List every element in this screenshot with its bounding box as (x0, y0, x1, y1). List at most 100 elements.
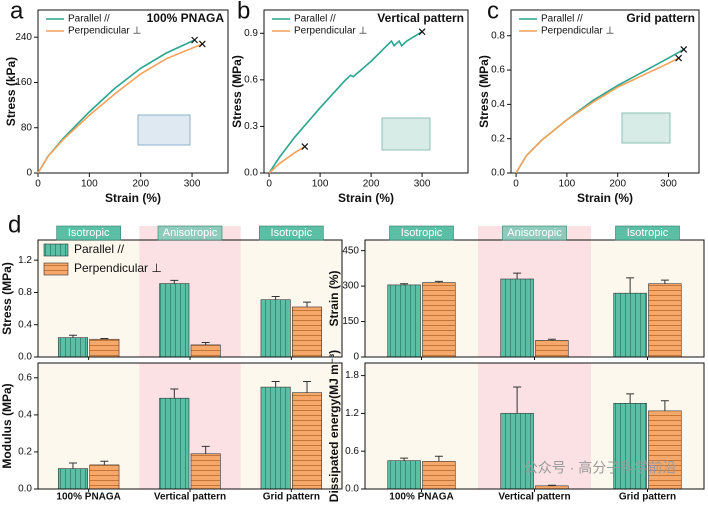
bar (500, 413, 534, 490)
y-tick-label: 0.0 (244, 168, 258, 179)
error-bar (303, 301, 312, 307)
error-bar (170, 388, 179, 399)
x-tick-label: 100 (81, 179, 98, 190)
bar (260, 386, 291, 490)
error-bar (201, 445, 210, 454)
error-bar (170, 279, 179, 284)
error-bar (303, 381, 312, 393)
x-tick-label: 100% PNAGA (389, 492, 453, 502)
y-tick-label: 1.2 (18, 255, 32, 266)
y-tick-label: 0.0 (18, 352, 32, 363)
annotation-box (56, 225, 121, 241)
end-marker (301, 143, 309, 151)
bar (57, 468, 88, 490)
x-tick-label: 100 (312, 179, 329, 190)
inset-sample (621, 112, 671, 144)
y-tick-label: 0.0 (491, 168, 505, 179)
legend-label: Perpendicular ⊥ (294, 26, 367, 37)
error-bar (271, 381, 280, 388)
end-marker (418, 28, 426, 36)
plot-band-highlight (478, 363, 591, 489)
x-tick-label: 300 (184, 179, 201, 190)
y-tick-label: 0.8 (491, 30, 505, 41)
y-tick-label: 160 (15, 77, 32, 88)
y-axis-label: Modulus (MPa) (0, 383, 14, 468)
x-axis-label: Strain (%) (338, 191, 394, 205)
y-axis-label: Stress (MPa) (0, 262, 14, 335)
data-line (268, 145, 306, 174)
y-tick-label: 0.0 (345, 484, 359, 495)
x-tick-label: Vertical pattern (498, 492, 570, 502)
annotation: Isotropic (68, 227, 110, 239)
plot-band-highlight (478, 226, 591, 357)
panel-letter: c (487, 0, 499, 24)
y-tick-label: 0 (353, 352, 359, 363)
data-line (268, 31, 423, 174)
annotation: Anisotropic (507, 227, 562, 239)
panel-letter: d (8, 211, 21, 238)
annotation-box (502, 225, 567, 241)
end-marker (191, 36, 199, 44)
y-axis-label: Dissipated energy(MJ m⁻³) (327, 350, 341, 502)
data-line (515, 57, 680, 174)
error-bar (660, 400, 669, 411)
error-bar (400, 283, 409, 285)
error-bar (100, 337, 109, 340)
panel-letter: a (10, 0, 24, 24)
bar (292, 306, 323, 358)
data-line (37, 43, 203, 174)
y-tick-label: 0.3 (244, 121, 258, 132)
y-tick-label: 0.2 (18, 447, 32, 458)
x-tick-label: 100 (559, 179, 576, 190)
bar (613, 292, 647, 358)
y-tick-label: 240 (15, 32, 32, 43)
bar (89, 338, 120, 358)
x-tick-label: 100% PNAGA (56, 492, 120, 502)
annotation-box (259, 225, 324, 241)
annotation: Isotropic (271, 227, 313, 239)
bar (422, 282, 456, 358)
error-bar (201, 341, 210, 345)
plot-frame (37, 9, 229, 174)
plot-band-highlight (139, 363, 241, 489)
y-tick-label: 0.6 (18, 372, 32, 383)
error-bar (68, 462, 77, 469)
plot-band-highlight (139, 226, 241, 357)
bar (500, 278, 534, 358)
legend-label: Parallel // (74, 242, 125, 256)
bar (613, 403, 647, 490)
panel-title: Vertical pattern (377, 11, 464, 25)
error-bar (68, 334, 77, 338)
y-axis-label: Stress (kPa) (4, 57, 18, 126)
bar (260, 299, 291, 358)
bar (387, 284, 421, 358)
panel-title: 100% PNAGA (147, 11, 225, 25)
x-tick-label: 300 (414, 179, 431, 190)
legend-label: Perpendicular ⊥ (68, 26, 141, 37)
bar (190, 344, 221, 358)
annotation-box (389, 225, 454, 241)
bar (159, 283, 190, 358)
end-marker (680, 46, 688, 53)
error-bar (626, 393, 635, 404)
bar (159, 397, 190, 490)
y-tick-label: 0.6 (244, 74, 258, 85)
bar (648, 410, 682, 490)
data-line (37, 39, 195, 174)
x-tick-label: 200 (363, 179, 380, 190)
y-axis-label: Stress (MPa) (477, 55, 491, 128)
error-bar (100, 460, 109, 465)
bar (57, 337, 88, 358)
error-bar (660, 279, 669, 284)
x-tick-label: 300 (660, 179, 677, 190)
bar (89, 464, 120, 490)
annotation-box (615, 225, 680, 241)
bar (422, 460, 456, 490)
legend-swatch (43, 243, 69, 257)
y-tick-label: 0 (26, 168, 32, 179)
end-marker (198, 40, 206, 48)
legend-label: Perpendicular ⊥ (541, 26, 614, 37)
y-tick-label: 0.6 (345, 446, 359, 457)
